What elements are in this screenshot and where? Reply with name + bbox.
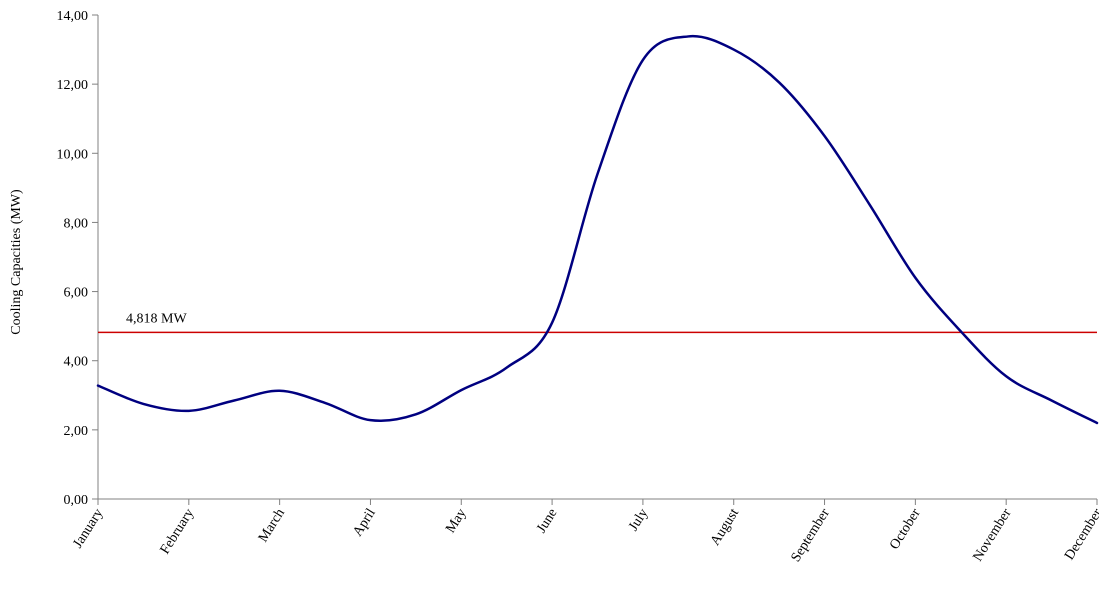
x-tick-label: March [256, 506, 288, 545]
x-tick-label: December [1062, 506, 1099, 563]
x-tick-label: September [788, 506, 833, 565]
y-tick-label: 14,00 [57, 9, 89, 24]
x-axis-ticks: January February March April May June July Augu… [71, 499, 1099, 565]
series-line [96, 34, 1099, 425]
x-tick-label: January [71, 506, 107, 551]
x-tick-label: February [158, 506, 198, 557]
x-tick-label: October [887, 506, 924, 552]
x-tick-label: June [534, 506, 560, 536]
y-axis-ticks: 0,00 2,00 4,00 6,00 8,00 10,00 12,00 14,00 [57, 9, 98, 508]
x-tick-label: April [350, 506, 378, 539]
y-tick-label: 6,00 [64, 286, 89, 301]
y-tick-label: 2,00 [64, 424, 89, 439]
reference-line-label: 4,818 MW [126, 311, 187, 326]
y-axis-label: Cooling Capacities (MW) [9, 189, 24, 335]
x-tick-label: November [971, 506, 1015, 564]
y-tick-label: 4,00 [64, 355, 89, 370]
y-tick-label: 8,00 [64, 216, 89, 231]
y-tick-label: 10,00 [57, 147, 89, 162]
x-tick-label: July [626, 506, 651, 534]
y-tick-label: 12,00 [57, 78, 89, 93]
y-tick-label: 0,00 [64, 493, 89, 508]
x-tick-label: August [708, 506, 742, 548]
x-tick-label: May [443, 506, 469, 536]
